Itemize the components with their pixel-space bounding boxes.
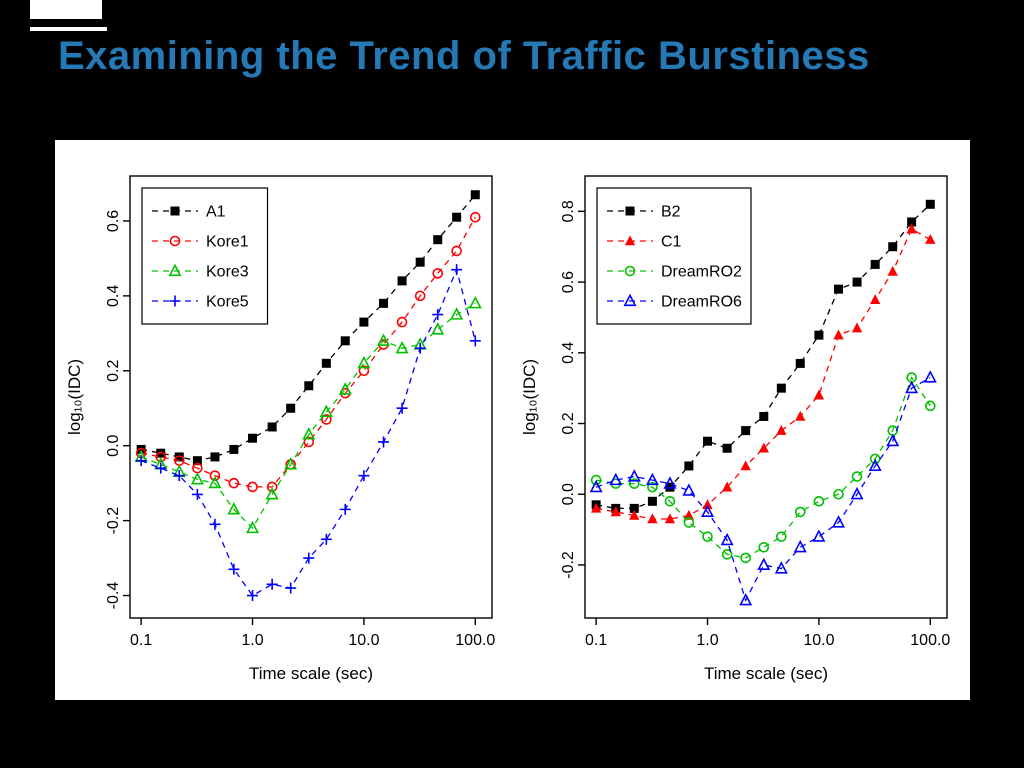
svg-text:0.2: 0.2 xyxy=(560,412,577,434)
svg-text:Kore1: Kore1 xyxy=(206,233,249,250)
svg-text:1.0: 1.0 xyxy=(696,632,718,649)
svg-text:log₁₀(IDC): log₁₀(IDC) xyxy=(520,358,539,434)
svg-text:0.6: 0.6 xyxy=(105,209,122,231)
svg-text:100.0: 100.0 xyxy=(910,632,950,649)
svg-text:10.0: 10.0 xyxy=(803,632,834,649)
svg-text:10.0: 10.0 xyxy=(348,632,379,649)
svg-text:0.1: 0.1 xyxy=(130,632,152,649)
svg-text:0.1: 0.1 xyxy=(585,632,607,649)
svg-text:Time scale (sec): Time scale (sec) xyxy=(249,664,373,683)
svg-text:0.4: 0.4 xyxy=(560,341,577,363)
svg-text:C1: C1 xyxy=(661,233,682,250)
svg-text:100.0: 100.0 xyxy=(455,632,495,649)
svg-text:DreamRO6: DreamRO6 xyxy=(661,293,742,310)
svg-text:0.8: 0.8 xyxy=(560,200,577,222)
svg-text:B2: B2 xyxy=(661,203,681,220)
svg-text:Time scale (sec): Time scale (sec) xyxy=(704,664,828,683)
svg-text:-0.2: -0.2 xyxy=(105,506,122,534)
slide-title: Examining the Trend of Traffic Burstines… xyxy=(58,34,870,78)
left-chart: 0.1 1.0 10.0 100.0 -0.4 -0.2 0.0 0.2 0.4 0.6 Time … xyxy=(65,174,495,683)
svg-text:1.0: 1.0 xyxy=(241,632,263,649)
svg-text:0.0: 0.0 xyxy=(105,434,122,456)
svg-text:-0.2: -0.2 xyxy=(560,551,577,579)
svg-text:DreamRO2: DreamRO2 xyxy=(661,263,742,280)
right-chart: 0.1 1.0 10.0 100.0 -0.2 0.0 0.2 0.4 0.6 0.8 Time s… xyxy=(520,174,950,683)
charts-panel: 0.1 1.0 10.0 100.0 -0.4 -0.2 0.0 0.2 0.4 0.6 Time … xyxy=(55,140,970,700)
svg-text:0.0: 0.0 xyxy=(560,483,577,505)
svg-text:-0.4: -0.4 xyxy=(105,581,122,609)
logo-placeholder xyxy=(30,0,102,19)
svg-text:Kore3: Kore3 xyxy=(206,263,249,280)
svg-text:0.2: 0.2 xyxy=(105,359,122,381)
svg-text:log₁₀(IDC): log₁₀(IDC) xyxy=(65,358,84,434)
svg-text:A1: A1 xyxy=(206,203,226,220)
svg-text:0.4: 0.4 xyxy=(105,284,122,306)
svg-text:Kore5: Kore5 xyxy=(206,293,249,310)
svg-text:0.6: 0.6 xyxy=(560,270,577,292)
logo-underline xyxy=(30,27,107,31)
